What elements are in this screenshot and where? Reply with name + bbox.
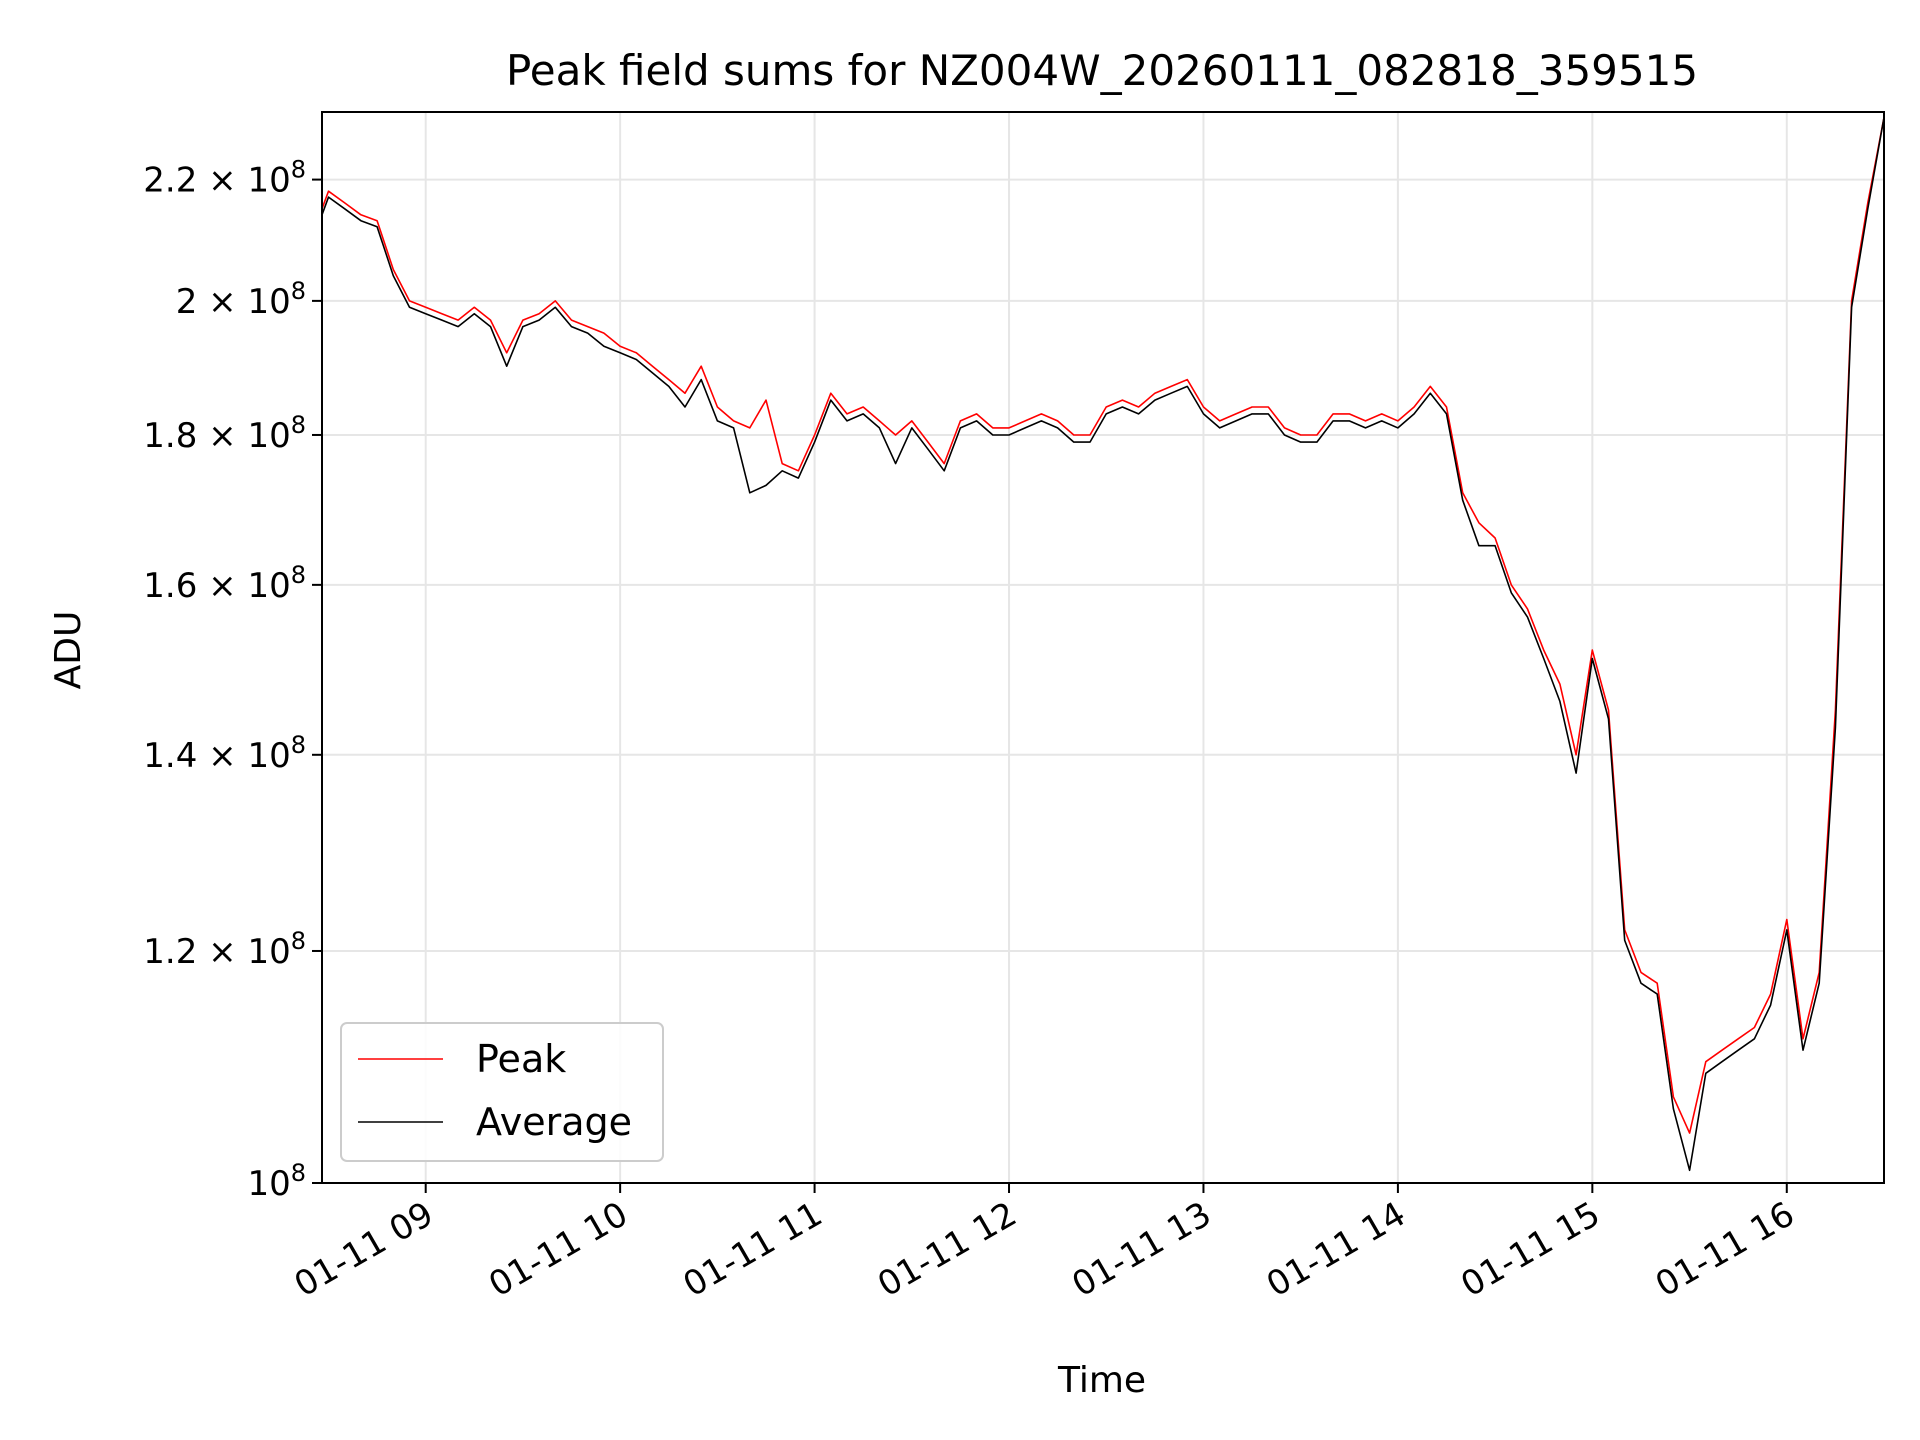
x-axis-label: Time [1057,1360,1146,1401]
legend: Peak Average [340,1022,664,1162]
legend-box [340,1022,664,1162]
y-axis-label: ADU [48,611,89,690]
series-layer [321,117,1885,1172]
y-axis: 108 1.2 × 108 1.4 × 108 1.6 × 108 1.8 × 108 2… [143,156,322,1204]
y-tick-label: 1.2 × 108 [143,927,306,972]
y-tick-label: 1.8 × 108 [143,411,306,456]
y-tick-label: 2.2 × 108 [143,156,306,201]
chart-title: Peak field sums for NZ004W_20260111_0828… [506,46,1698,95]
plot-area-frame [321,111,1885,1184]
y-tick-label: 1.6 × 108 [143,561,306,606]
y-tick-label: 1.4 × 108 [143,731,306,776]
legend-label-peak: Peak [476,1037,566,1081]
y-tick-label: 2 × 108 [176,277,306,322]
grid [322,112,1884,1183]
y-tick-label: 108 [247,1159,306,1204]
series-line-average [321,117,1885,1172]
legend-label-average: Average [476,1100,632,1144]
